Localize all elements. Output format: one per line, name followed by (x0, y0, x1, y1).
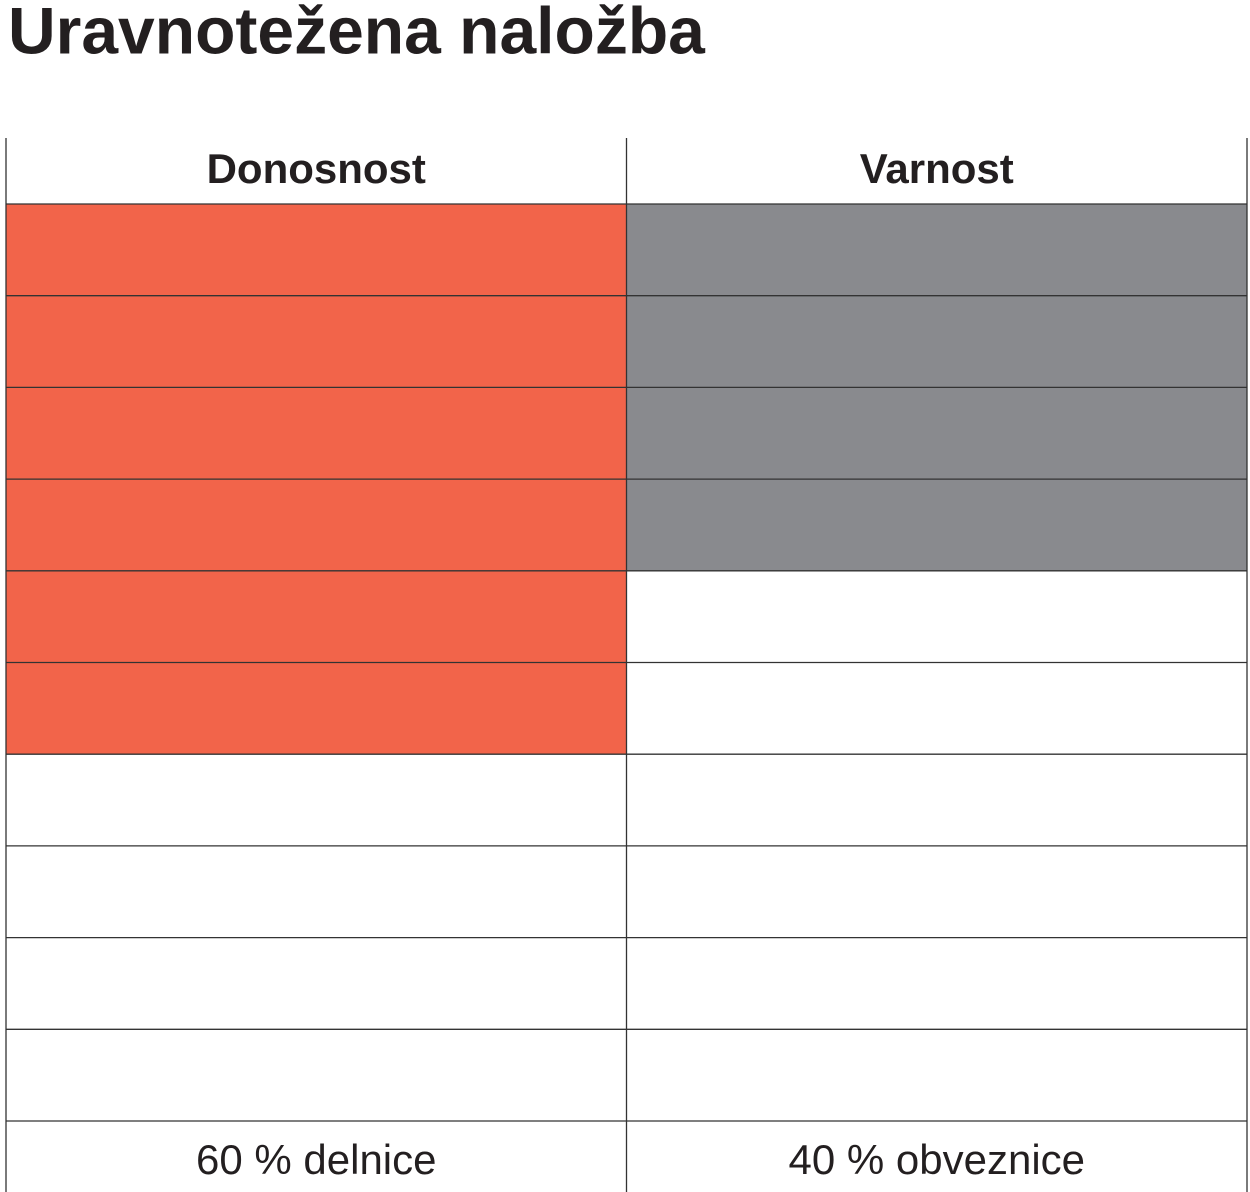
value-label: 40 % obveznice (788, 1136, 1085, 1183)
value-label: 60 % delnice (196, 1136, 437, 1183)
column-header: Donosnost (207, 145, 426, 192)
column-header: Varnost (860, 145, 1014, 192)
chart-title: Uravnotežena naložba (8, 0, 706, 67)
